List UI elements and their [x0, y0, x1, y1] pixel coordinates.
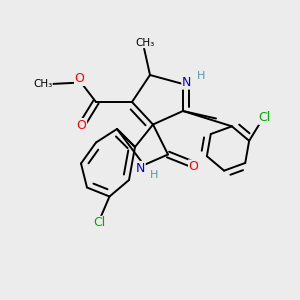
Text: H: H [197, 70, 205, 81]
Text: Cl: Cl [259, 111, 271, 124]
Text: N: N [136, 161, 145, 175]
Text: H: H [150, 170, 159, 181]
Text: O: O [77, 118, 86, 132]
Text: Cl: Cl [93, 216, 105, 230]
Text: N: N [182, 76, 191, 89]
Text: CH₃: CH₃ [33, 79, 52, 89]
Text: CH₃: CH₃ [136, 38, 155, 48]
Text: O: O [75, 72, 84, 86]
Text: O: O [189, 160, 198, 173]
